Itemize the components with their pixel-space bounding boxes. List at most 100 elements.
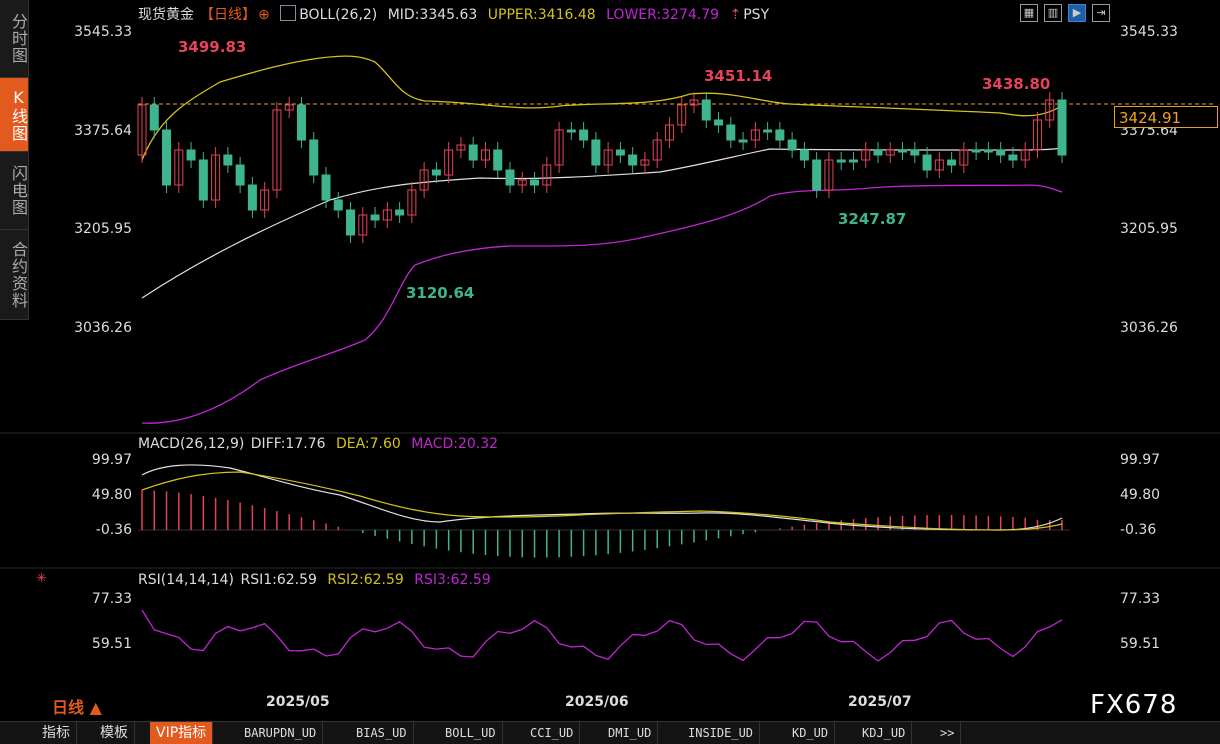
tab-barupdn[interactable]: BARUPDN_UD (238, 722, 324, 744)
candle-body (848, 159, 858, 163)
rsi-axis-left-1: 77.33 (91, 591, 132, 607)
tab-dmi[interactable]: DMI_UD (602, 722, 659, 744)
candle-body (873, 149, 883, 156)
tab-more[interactable]: >> (934, 722, 962, 744)
candle-body (701, 99, 711, 121)
tab-inside[interactable]: INSIDE_UD (682, 722, 761, 744)
candle-body (603, 149, 613, 166)
candle-body (370, 214, 380, 221)
candle-body (1057, 99, 1067, 156)
boll-upper: UPPER:3416.48 (487, 7, 596, 23)
month-label-may: 2025/05 (266, 694, 330, 710)
macd-axis-left-2: 49.80 (91, 487, 132, 503)
candle-body (885, 149, 895, 156)
macd-axis-right-1: 99.97 (1120, 452, 1161, 468)
candle-body (664, 124, 674, 141)
sidebar-item-kline[interactable]: K线图 (0, 78, 28, 152)
candle-body (505, 169, 515, 186)
candle-body (812, 159, 822, 191)
candle-body (431, 169, 441, 176)
candle-body (480, 149, 490, 161)
macd-histogram (141, 490, 1063, 558)
candle-body (591, 139, 601, 166)
psy-label[interactable]: PSY (743, 7, 770, 23)
rsi2-value: RSI2:62.59 (327, 572, 404, 588)
tab-boll[interactable]: BOLL_UD (439, 722, 503, 744)
candle-body (198, 159, 208, 201)
price-axis-right-1: 3545.33 (1120, 24, 1178, 40)
candle-body (468, 144, 478, 161)
price-axis-left-1: 3545.33 (74, 24, 132, 40)
candle-body (407, 189, 417, 216)
period-tag[interactable]: 【日线】 (200, 7, 256, 23)
tab-indicators[interactable]: 指标 (36, 722, 77, 744)
candle-body (296, 104, 306, 141)
play-icon[interactable]: ▶ (1068, 4, 1086, 22)
exit-icon[interactable]: ⇥ (1092, 4, 1110, 22)
candle-body (284, 104, 294, 111)
candle-body (137, 104, 147, 156)
rsi1-value: RSI1:62.59 (240, 572, 317, 588)
layout-icon[interactable]: ▥ (1044, 4, 1062, 22)
boll-mid-line (141, 147, 1063, 299)
candle-body (763, 129, 773, 133)
sidebar-item-contract[interactable]: 合约资料 (0, 230, 28, 320)
tab-templates[interactable]: 模板 (94, 722, 135, 744)
tab-kd[interactable]: KD_UD (786, 722, 836, 744)
macd-dea-line (141, 471, 1063, 531)
candle-body (738, 139, 748, 143)
candle-body (934, 159, 944, 171)
candle-body (579, 129, 589, 141)
rsi3-value: RSI3:62.59 (414, 572, 491, 588)
candle-body (272, 109, 282, 191)
annotation-high-2: 3451.14 (704, 67, 773, 85)
candle-body (493, 149, 503, 171)
candle-body (922, 154, 932, 171)
sidebar-item-lightning[interactable]: 闪电图 (0, 152, 28, 230)
period-selector[interactable]: 日线 ▲ (52, 698, 102, 717)
candle-body (247, 184, 257, 211)
sidebar-item-timeshare[interactable]: 分时图 (0, 0, 28, 78)
tab-cci[interactable]: CCI_UD (524, 722, 581, 744)
price-axis-left-3: 3205.95 (74, 221, 132, 237)
candle-body (824, 159, 834, 191)
rsi-header: RSI(14,14,14) RSI1:62.59 RSI2:62.59 RSI3… (138, 572, 497, 588)
current-price-box: 3424.91 (1114, 106, 1218, 128)
annotation-high-1: 3499.83 (178, 38, 247, 56)
candle-body (947, 159, 957, 166)
tab-vip-indicators[interactable]: VIP指标 (150, 722, 214, 744)
candle-body (1008, 154, 1018, 161)
price-axis-right-3: 3205.95 (1120, 221, 1178, 237)
crosshair-icon[interactable]: ✳ (36, 571, 47, 586)
macd-dea-value: DEA:7.60 (335, 436, 401, 452)
macd-macd-value: MACD:20.32 (411, 436, 499, 452)
candle-body (615, 149, 625, 156)
rsi-axis-left-2: 59.51 (91, 636, 132, 652)
annotation-high-3: 3438.80 (982, 75, 1051, 93)
boll-lower: LOWER:3274.79 (606, 7, 720, 23)
candle-body (530, 179, 540, 186)
candle-body (174, 149, 184, 186)
grid-icon[interactable]: ▦ (1020, 4, 1038, 22)
arrow-up-icon[interactable]: ⇡ (729, 7, 742, 23)
candle-body (542, 164, 552, 186)
candle-body (677, 104, 687, 126)
macd-axis-left-3: -0.36 (95, 522, 132, 538)
candle-body (321, 174, 331, 201)
candle-body (1020, 149, 1030, 161)
rsi-axis-right-1: 77.33 (1120, 591, 1161, 607)
candle-body (566, 129, 576, 133)
candle-body (836, 159, 846, 163)
candle-body (898, 149, 908, 153)
tab-bias[interactable]: BIAS_UD (350, 722, 414, 744)
candle-body (971, 149, 981, 153)
target-icon[interactable]: ⊕ (258, 7, 270, 23)
macd-diff-value: DIFF:17.76 (250, 436, 326, 452)
candle-body (162, 129, 172, 186)
candle-body (799, 149, 809, 161)
indicator-icon[interactable] (280, 5, 297, 21)
candle-body (959, 149, 969, 166)
annotation-low-2: 3247.87 (838, 210, 907, 228)
tab-kdj[interactable]: KDJ_UD (856, 722, 913, 744)
